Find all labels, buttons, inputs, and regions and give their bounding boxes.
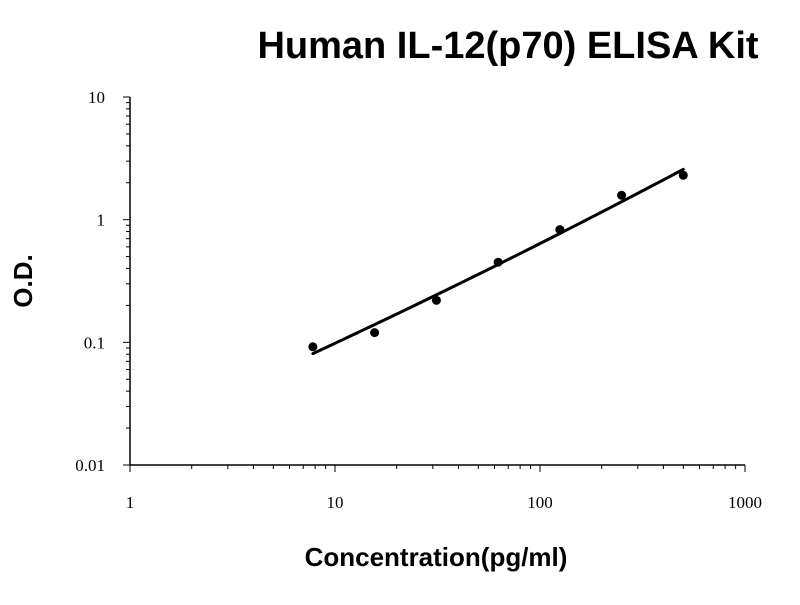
y-tick-label: 0.01: [75, 456, 105, 475]
y-tick-label: 10: [88, 88, 105, 107]
data-point: [678, 170, 688, 180]
x-tick-label: 1000: [728, 493, 762, 512]
x-tick-label: 100: [527, 493, 553, 512]
data-point: [431, 295, 441, 305]
y-tick-label: 0.1: [84, 333, 105, 352]
x-tick-label: 1: [126, 493, 135, 512]
chart-title: Human IL-12(p70) ELISA Kit: [257, 25, 758, 67]
y-tick-label: 1: [97, 211, 106, 230]
axes: [129, 97, 745, 466]
data-point: [555, 225, 565, 235]
x-tick-labels: 1 10 100 1000: [126, 493, 762, 512]
x-ticks: [129, 465, 746, 472]
plot-series: [308, 167, 688, 356]
x-axis-title: Concentration(pg/ml): [305, 542, 568, 572]
data-point: [493, 257, 503, 267]
y-axis-title: O.D.: [8, 254, 38, 307]
data-point: [617, 190, 627, 200]
y-ticks: [123, 96, 130, 466]
data-point: [308, 342, 318, 352]
data-point: [370, 328, 380, 338]
x-tick-label: 10: [327, 493, 344, 512]
y-tick-labels: 0.01 0.1 1 10: [75, 88, 105, 475]
